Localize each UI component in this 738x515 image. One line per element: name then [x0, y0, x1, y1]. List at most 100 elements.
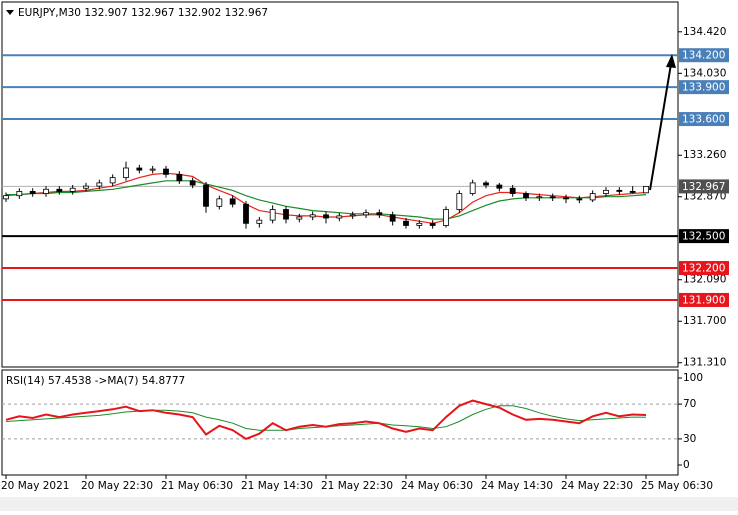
candle-body [243, 203, 249, 224]
candle-body [29, 191, 36, 194]
candle-body [229, 198, 236, 205]
x-tick-label: 21 May 06:30 [161, 480, 233, 492]
main-panel [1, 1, 679, 368]
candle-body [403, 220, 409, 226]
candle-body [389, 214, 396, 222]
candle-body [16, 191, 23, 197]
rsi-ma-name: ->MA(7) [95, 375, 139, 387]
candle-body [83, 185, 89, 189]
candle-body [429, 222, 436, 226]
candle-body [536, 196, 543, 199]
header: EURJPY,M30 132.907 132.967 132.902 132.9… [18, 7, 268, 19]
ohlc-value: 132.907 [84, 7, 127, 19]
x-tick-label: 21 May 22:30 [321, 480, 393, 492]
y-tick-label: 132.870 [683, 191, 726, 203]
candle-body [563, 197, 569, 200]
candle-body [469, 182, 476, 194]
candle-body [483, 182, 489, 186]
rsi-legend: RSI(14) 57.4538 ->MA(7) 54.8777 [6, 375, 185, 387]
candle-body [123, 167, 129, 178]
level-label-box [679, 261, 729, 276]
ohlc-value: 132.967 [131, 7, 174, 19]
candle-body [296, 216, 303, 220]
candle-body [309, 214, 316, 218]
rsi-panel [1, 369, 679, 476]
y-tick-label: 134.420 [683, 26, 726, 38]
candle-body [203, 184, 209, 207]
level-label-box [679, 48, 729, 63]
y-tick-label: 131.700 [683, 315, 726, 327]
candle-body [256, 219, 263, 224]
rsi-name: RSI(14) [6, 375, 45, 387]
rsi-tick-label: 30 [683, 433, 696, 445]
candle-body [376, 212, 383, 216]
candle-body [269, 209, 276, 221]
candle-body [189, 180, 196, 186]
footer-band [0, 497, 738, 511]
ohlc-value: 132.967 [225, 7, 268, 19]
level-label-box [679, 292, 729, 307]
current-price-label: 132.967 [682, 181, 725, 193]
candle-body [336, 215, 343, 219]
candle-body [643, 186, 649, 194]
candle-body [549, 196, 556, 199]
candle-body [149, 168, 156, 171]
current-price-box [679, 179, 729, 194]
candle-body [43, 188, 49, 194]
level-label: 132.500 [682, 231, 725, 243]
arrow-shaft [649, 63, 672, 191]
rsi-tick-label: 0 [683, 459, 690, 471]
level-label: 134.200 [682, 50, 725, 62]
rsi-value: 57.4538 [48, 375, 91, 387]
candle-body [216, 198, 223, 207]
candle-body [456, 193, 463, 210]
ohlc-value: 132.902 [178, 7, 221, 19]
rsi-tick-label: 100 [683, 372, 703, 384]
symbol: EURJPY,M30 [18, 7, 81, 19]
x-tick-label: 21 May 14:30 [241, 480, 313, 492]
candle-body [96, 182, 103, 187]
chart-header: EURJPY,M30 132.907 132.967 132.902 132.9… [18, 7, 268, 19]
level-label-box [679, 112, 729, 127]
x-tick-label: 25 May 06:30 [641, 480, 713, 492]
candle-body [363, 212, 369, 216]
level-label: 131.900 [682, 294, 725, 306]
level-label: 132.200 [682, 263, 725, 275]
candle-body [443, 209, 449, 226]
x-tick-label: 20 May 22:30 [81, 480, 153, 492]
candle-body [349, 214, 356, 217]
level-label: 133.900 [682, 82, 725, 94]
y-tick-label: 133.260 [683, 149, 726, 161]
candle-body [576, 198, 583, 201]
candle-body [176, 173, 183, 182]
x-tick-label: 24 May 06:30 [401, 480, 473, 492]
y-tick-label: 134.030 [683, 67, 726, 79]
candle-body [629, 191, 636, 193]
candle-body [3, 195, 9, 200]
candle-body [136, 167, 143, 171]
rsi-tick-label: 70 [683, 398, 696, 410]
x-tick-label: 24 May 22:30 [561, 480, 633, 492]
x-tick-label: 20 May 2021 [1, 480, 69, 492]
candle-body [616, 189, 623, 192]
candle-body [323, 214, 329, 219]
candle-body [69, 187, 76, 192]
candle-body [509, 187, 516, 194]
candle-body [283, 209, 289, 220]
x-tick-label: 24 May 14:30 [481, 480, 553, 492]
candle-body [496, 184, 503, 189]
candle-body [603, 189, 609, 194]
y-tick-label: 131.310 [683, 357, 726, 369]
level-label-box [679, 229, 729, 244]
rsi-line [5, 399, 647, 441]
level-label: 133.600 [682, 114, 725, 126]
candle-body [589, 193, 596, 201]
candle-body [416, 222, 423, 226]
y-tick-label: 132.090 [683, 274, 726, 286]
candle-body [109, 177, 116, 184]
arrow-head [666, 54, 676, 68]
candle-body [56, 188, 63, 192]
symbol-arrow [6, 10, 14, 15]
